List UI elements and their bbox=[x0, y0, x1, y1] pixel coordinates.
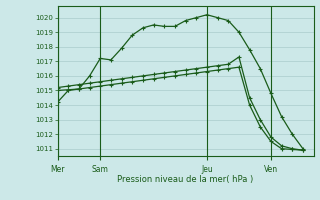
X-axis label: Pression niveau de la mer( hPa ): Pression niveau de la mer( hPa ) bbox=[117, 175, 254, 184]
